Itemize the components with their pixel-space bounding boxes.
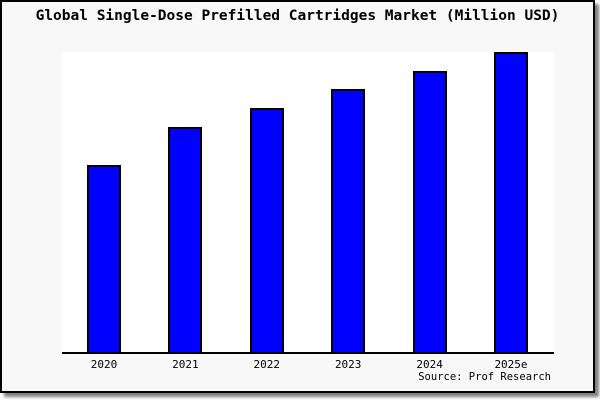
- plot-area: [62, 52, 554, 354]
- source-credit: Source: Prof Research: [418, 371, 551, 383]
- x-tick-label-2023: 2023: [334, 358, 362, 371]
- chart-canvas: Global Single-Dose Prefilled Cartridges …: [0, 0, 595, 393]
- x-tick-label-2021: 2021: [172, 358, 199, 371]
- chart-title: Global Single-Dose Prefilled Cartridges …: [35, 8, 560, 24]
- x-tick-label-2025e: 2025e: [494, 358, 528, 371]
- bar-2021: [168, 127, 203, 352]
- bar-2024: [412, 70, 447, 352]
- bar-2023: [331, 88, 366, 352]
- bar-2025e: [494, 52, 528, 352]
- x-tick-label-2020: 2020: [90, 358, 118, 371]
- x-tick-label-2022: 2022: [253, 358, 281, 371]
- x-tick-label-2024: 2024: [416, 358, 443, 371]
- bar-2022: [249, 108, 284, 352]
- x-axis-ticks: 2020 2021 2022 2023 2024 2025e: [62, 358, 554, 374]
- bar-2020: [87, 164, 121, 352]
